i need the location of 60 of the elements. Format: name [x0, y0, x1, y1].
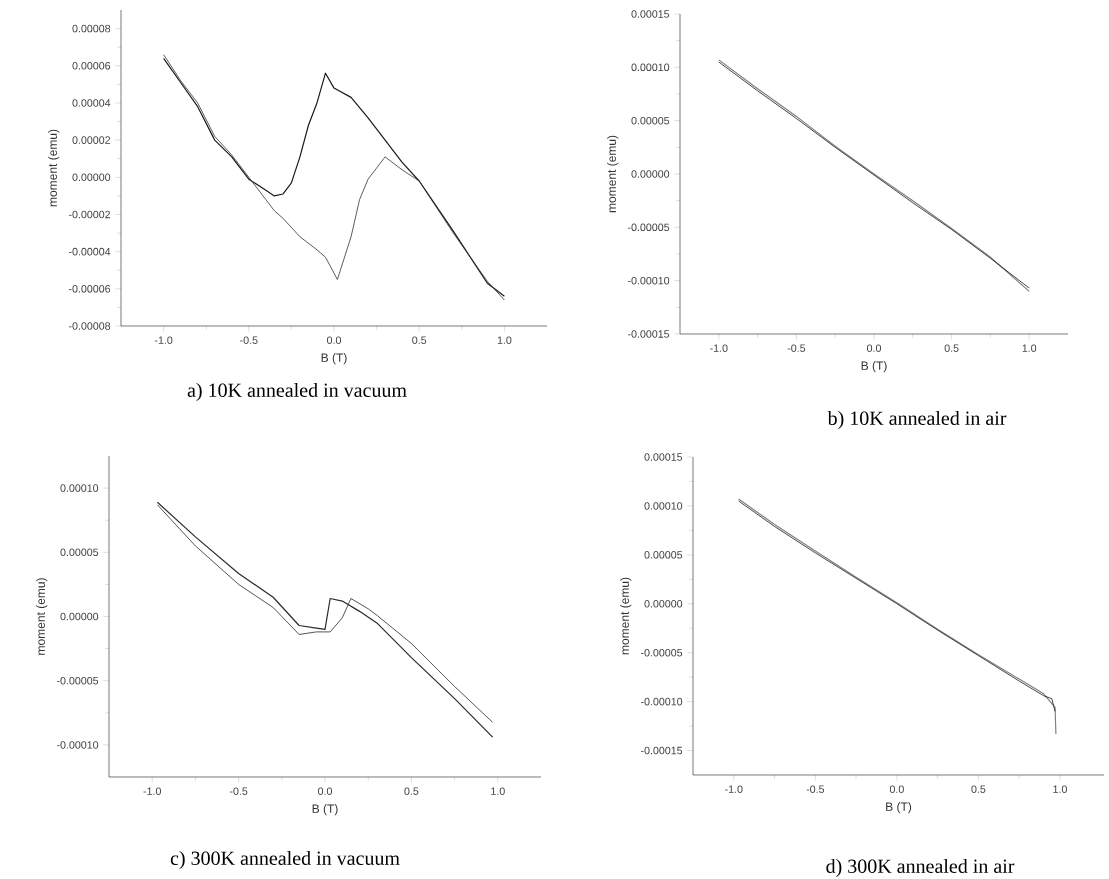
x-tick-label: -1.0: [154, 336, 173, 344]
y-tick-label: 0.00005: [631, 116, 670, 125]
y-tick-label: -0.00005: [56, 676, 99, 685]
x-tick-label: -0.5: [787, 344, 806, 352]
y-tick-label: 0.00002: [72, 136, 111, 144]
x-tick-label: 0.0: [889, 785, 904, 793]
y-tick-label: -0.00010: [627, 276, 670, 285]
x-tick-label: -0.5: [240, 336, 258, 344]
text: a) 10K annealed in vacuum: [187, 382, 407, 402]
x-tick-label: -1.0: [143, 787, 161, 795]
text: c) 300K annealed in vacuum: [170, 850, 400, 870]
y-tick-label: 0.00010: [60, 484, 99, 492]
y-tick-label: -0.00002: [68, 210, 111, 219]
y-tick-label: -0.00008: [68, 322, 111, 330]
y-tick-label: -0.00005: [627, 223, 670, 232]
x-tick-label: 0.0: [327, 336, 342, 344]
x-tick-label: 0.5: [944, 344, 959, 352]
y-tick-label: -0.00006: [68, 285, 111, 293]
x-tick-label: 1.0: [497, 336, 512, 344]
x-tick-label: 1.0: [1053, 785, 1067, 793]
y-tick-label: 0.00000: [631, 170, 670, 178]
y-tick-label: 0.00004: [72, 99, 111, 107]
y-tick-label: 0.00000: [60, 612, 99, 621]
x-tick-label: 1.0: [491, 787, 505, 795]
y-axis-title: moment (emu): [48, 129, 60, 207]
x-tick-label: 0.5: [971, 785, 986, 793]
y-tick-label: 0.00005: [60, 548, 99, 557]
y-axis-title: moment (emu): [36, 578, 48, 655]
x-tick-label: 0.5: [412, 336, 427, 344]
text: b) 10K annealed in air: [827, 410, 1007, 430]
y-tick-label: -0.00015: [640, 746, 683, 755]
y-tick-label: 0.00015: [644, 453, 683, 461]
y-tick-label: 0.00010: [631, 63, 670, 72]
y-tick-label: 0.00005: [644, 551, 683, 559]
x-tick-label: 0.5: [404, 787, 419, 795]
y-tick-label: -0.00010: [56, 741, 99, 749]
x-tick-label: -1.0: [710, 344, 728, 352]
y-tick-label: 0.00008: [72, 24, 111, 33]
x-axis-title: B (T): [312, 804, 338, 816]
x-tick-label: 0.0: [867, 344, 882, 352]
x-axis-title: B (T): [886, 802, 912, 814]
y-tick-label: 0.00015: [631, 10, 670, 18]
y-tick-label: 0.00000: [644, 600, 683, 608]
x-tick-label: -1.0: [725, 785, 743, 793]
y-axis-title: moment (emu): [620, 577, 632, 655]
y-tick-label: -0.00005: [640, 648, 683, 657]
x-tick-label: 0.0: [318, 787, 333, 795]
x-axis-title: B (T): [861, 361, 887, 373]
y-tick-label: 0.00010: [644, 502, 683, 510]
y-tick-label: -0.00015: [627, 330, 670, 338]
x-tick-label: -0.5: [229, 787, 248, 795]
y-tick-label: -0.00004: [68, 247, 111, 256]
x-tick-label: -0.5: [806, 785, 825, 793]
x-axis-title: B (T): [321, 353, 347, 365]
text: d) 300K annealed in air: [826, 858, 1015, 878]
y-tick-label: 0.00006: [72, 62, 111, 70]
y-tick-label: 0.00000: [72, 173, 111, 182]
x-tick-label: 1.0: [1022, 344, 1037, 352]
y-tick-label: -0.00010: [640, 697, 683, 706]
y-axis-title: moment (emu): [607, 135, 619, 213]
